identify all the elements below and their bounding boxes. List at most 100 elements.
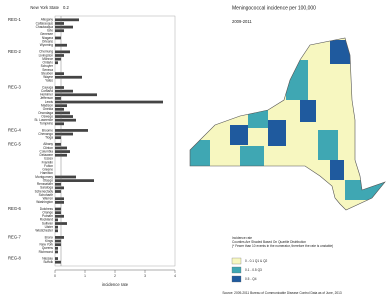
x-tick-label: 0: [54, 274, 56, 278]
county-label: Madison: [41, 103, 53, 107]
bar: [55, 89, 73, 93]
county-label: Essex: [44, 157, 53, 161]
legend-label: 0 - 0.1 Q1 & Q2: [245, 259, 268, 263]
bar: [55, 115, 73, 118]
bar: [55, 132, 73, 136]
county-label: Lewis: [45, 100, 54, 104]
county-label: Oswego: [41, 114, 53, 118]
county-label: Steuben: [41, 71, 53, 75]
state-value: 0.2: [63, 5, 69, 10]
bar: [55, 50, 70, 54]
county-label: Kings: [45, 239, 53, 243]
legend-swatch: [231, 266, 242, 274]
region-label: REG-7: [8, 235, 21, 240]
legend-caveat: (* Fewer than 10 events in the numerator…: [232, 244, 333, 248]
county-label: Chemung: [39, 50, 53, 54]
county-label: Suffolk: [43, 260, 53, 264]
map-title: Meningococcal incidence per 100,000: [232, 5, 316, 11]
region-label: REG-5: [8, 141, 21, 146]
map-region: [330, 160, 344, 180]
county-label: Onondaga: [38, 111, 53, 115]
county-label: Wayne: [43, 75, 53, 79]
county-label: Franklin: [42, 160, 54, 164]
county-label: Genesee: [40, 32, 53, 36]
map-region: [330, 40, 352, 64]
bar: [55, 257, 58, 260]
map-period: 2009-2011: [232, 19, 252, 24]
county-label: Sullivan: [42, 221, 53, 225]
bar: [55, 61, 58, 65]
bar: [55, 107, 64, 111]
county-label: Schuyler: [41, 64, 54, 68]
bar: [55, 118, 76, 122]
county-label: Clinton: [43, 146, 53, 150]
county-label: Richmond: [39, 250, 54, 254]
bar: [55, 72, 64, 75]
county-label: Oneida: [43, 107, 54, 111]
bar: [55, 136, 61, 140]
x-tick-label: 4: [174, 274, 176, 278]
map-region: [318, 130, 338, 160]
bar: [55, 100, 163, 104]
bar: [55, 236, 64, 239]
bar: [55, 246, 58, 250]
county-label: Greene: [42, 168, 53, 172]
county-label: Niagara: [42, 36, 53, 40]
map-region: [268, 120, 286, 146]
bar: [55, 225, 58, 229]
bar: [55, 93, 97, 97]
county-label: Columbia: [40, 149, 54, 153]
x-tick-label: 2: [114, 274, 116, 278]
region-label: REG-1: [8, 17, 21, 22]
bar: [55, 218, 58, 222]
bar: [55, 250, 58, 254]
county-label: Chautauqua: [36, 25, 54, 29]
county-label: Allegany: [41, 18, 54, 22]
legend-title: Incidence rate: [232, 236, 252, 240]
bar: [55, 243, 61, 247]
county-label: Seneca: [42, 68, 53, 72]
county-label: Wyoming: [40, 43, 53, 47]
legend-label: 0.5 - Q4: [245, 277, 257, 281]
bar: [55, 97, 61, 100]
legend-swatch: [231, 275, 242, 283]
county-label: Orange: [42, 210, 53, 214]
map-region: [230, 125, 248, 145]
bar: [55, 150, 70, 153]
county-label: Saratoga: [40, 186, 53, 190]
bar: [55, 239, 61, 243]
map-region: [300, 100, 316, 122]
county-label: Erie: [47, 29, 53, 33]
map-region: [240, 146, 264, 166]
county-label: Orleans: [42, 39, 54, 43]
county-label: Ulster: [45, 225, 54, 229]
county-label: Rensselaer: [37, 182, 54, 186]
bar: [55, 86, 64, 89]
county-label: Fulton: [44, 164, 53, 168]
region-label: REG-6: [8, 206, 21, 211]
map-outline: [189, 37, 386, 211]
county-label: Cayuga: [42, 85, 53, 89]
county-label: Washington: [36, 200, 53, 204]
region-label: REG-4: [8, 128, 21, 133]
county-label: Tioga: [45, 136, 53, 140]
bar: [55, 122, 64, 126]
bar: [55, 36, 61, 40]
region-label: REG-3: [8, 85, 21, 90]
county-label: Tompkins: [40, 122, 54, 126]
county-label: Herkimer: [40, 93, 54, 97]
legend-note: Counties Are Shaded Based On Quartile Di…: [232, 240, 306, 244]
bar: [55, 75, 82, 79]
county-label: Chenango: [38, 132, 53, 136]
bar: [55, 54, 64, 57]
county-label: Bronx: [45, 235, 54, 239]
bar: [55, 186, 64, 190]
county-label: Yates: [45, 79, 53, 83]
county-label: St. Lawrence: [34, 118, 53, 122]
bar: [55, 129, 88, 132]
plot-frame: [54, 15, 176, 267]
bar: [55, 18, 79, 22]
county-label: Livingston: [39, 53, 54, 57]
county-label: Cattaraugus: [36, 21, 54, 25]
